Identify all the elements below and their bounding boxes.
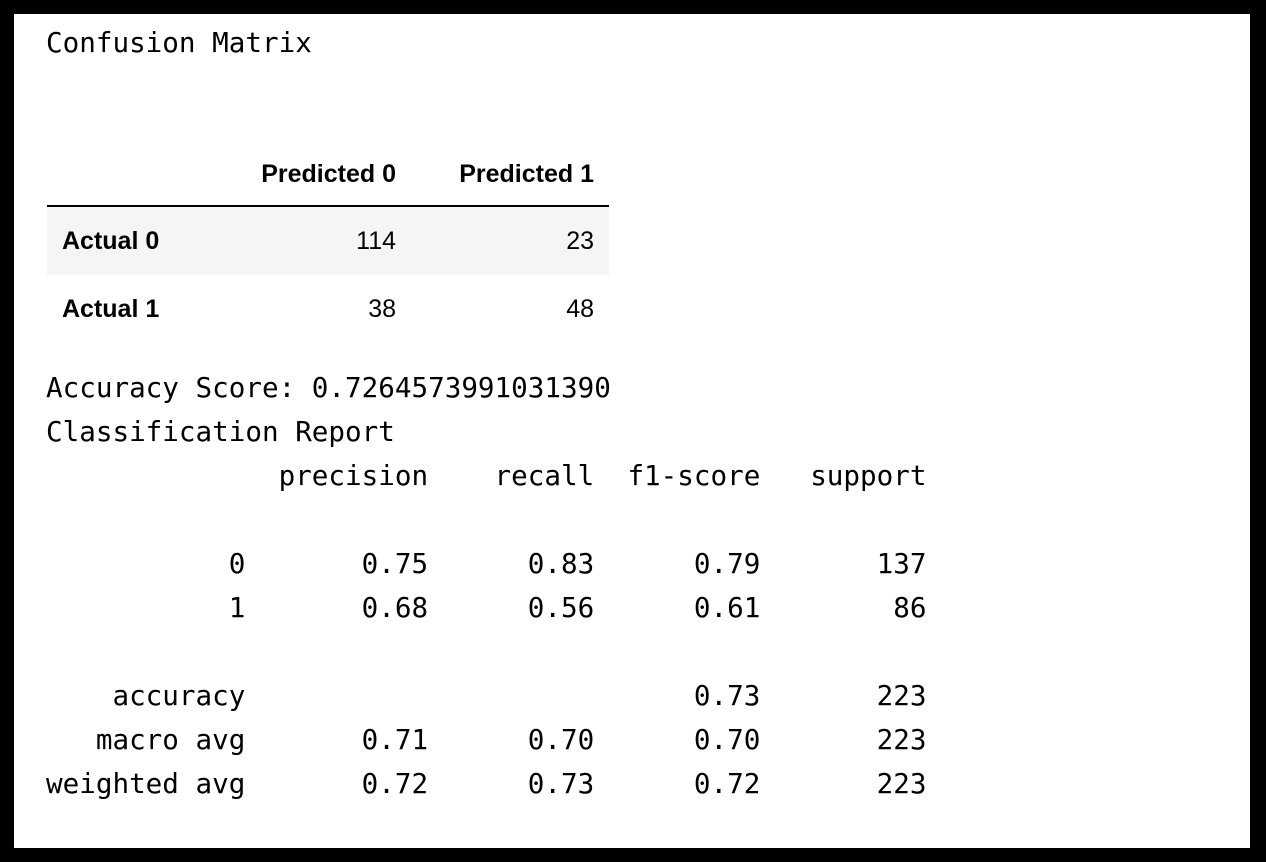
report-line: 0 0.75 0.83 0.79 137 bbox=[46, 547, 927, 580]
report-line: macro avg 0.71 0.70 0.70 223 bbox=[46, 723, 927, 756]
classification-output: Accuracy Score: 0.7264573991031390 Classi… bbox=[46, 366, 926, 806]
report-line: precision recall f1-score support bbox=[46, 459, 927, 492]
report-line: weighted avg 0.72 0.73 0.72 223 bbox=[46, 767, 927, 800]
column-header-predicted-1: Predicted 1 bbox=[459, 159, 594, 188]
confusion-matrix-title: Confusion Matrix bbox=[46, 26, 312, 59]
confusion-matrix-table: Predicted 0 Predicted 1 Actual 0 114 23 … bbox=[47, 143, 609, 343]
table-cell: 48 bbox=[566, 294, 594, 323]
table-row: Actual 0 114 23 bbox=[47, 206, 609, 275]
report-line bbox=[46, 498, 926, 542]
table-header-row: Predicted 0 Predicted 1 bbox=[47, 143, 609, 206]
column-header-predicted-0: Predicted 0 bbox=[261, 159, 396, 188]
table-cell: 114 bbox=[356, 226, 396, 255]
table-cell: 38 bbox=[368, 294, 396, 323]
report-line: Classification Report bbox=[46, 415, 395, 448]
report-line: accuracy 0.73 223 bbox=[46, 679, 927, 712]
table-corner-header bbox=[47, 143, 213, 206]
accuracy-score-line: Accuracy Score: 0.7264573991031390 bbox=[46, 371, 611, 404]
output-cell: Confusion Matrix Predicted 0 Predicted 1… bbox=[14, 14, 1250, 848]
report-line: 1 0.68 0.56 0.61 86 bbox=[46, 591, 927, 624]
row-header-actual-0: Actual 0 bbox=[62, 226, 160, 255]
table-row: Actual 1 38 48 bbox=[47, 275, 609, 343]
table-cell: 23 bbox=[566, 226, 594, 255]
report-line bbox=[46, 630, 926, 674]
row-header-actual-1: Actual 1 bbox=[62, 294, 160, 323]
